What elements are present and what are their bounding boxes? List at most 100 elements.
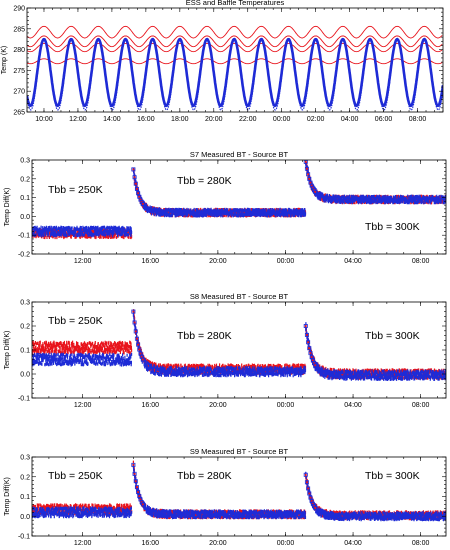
x-tick-label: 12:00 [74, 402, 92, 409]
y-tick-label: 275 [13, 68, 25, 75]
y-axis-label: Temp Diff(K) [4, 331, 11, 370]
x-tick-label: 10:00 [35, 116, 53, 123]
spike-marker [304, 332, 309, 337]
spike-marker-red [138, 195, 141, 198]
spike-marker [313, 189, 318, 194]
spike-marker [309, 183, 314, 188]
series-markers-4 [27, 37, 443, 108]
spike-marker-red [304, 325, 307, 327]
spike-marker-red [137, 192, 140, 195]
spike-marker [307, 346, 312, 351]
spike-marker [131, 462, 136, 467]
y-tick-label: 285 [13, 26, 25, 33]
panel-4: S9 Measured BT - Source BT Temp Diff(K) Tb… [4, 447, 447, 547]
annotation-tbb: Tbb = 250K [48, 470, 103, 482]
y-tick-label: -0.1 [18, 534, 30, 541]
spike-marker [134, 485, 139, 490]
y-tick-label: 0.1 [20, 348, 30, 355]
spike-marker-red [136, 188, 138, 190]
y-tick-label: -0.1 [18, 396, 30, 403]
spike-marker [140, 357, 145, 362]
x-tick-label: 08:00 [409, 116, 427, 123]
x-tick-label: 04:00 [344, 540, 362, 547]
spike-marker-red [306, 481, 308, 484]
x-tick-label: 08:00 [412, 540, 430, 547]
x-tick-label: 08:00 [412, 258, 430, 265]
x-tick-label: 06:00 [375, 116, 393, 123]
x-tick-label: 00:00 [277, 540, 295, 547]
spike-marker [310, 501, 315, 506]
panel-3: S8 Measured BT - Source BT Temp Diff(K) Tb… [4, 292, 447, 409]
plot-frame [31, 159, 447, 255]
spike-marker [138, 197, 143, 202]
spike-marker-red [314, 506, 317, 509]
x-tick-label: 20:00 [205, 116, 223, 123]
spike-marker [306, 340, 311, 345]
spike-marker-red [136, 337, 138, 340]
y-tick-label: 0.2 [20, 474, 30, 481]
spike-marker-red [304, 160, 307, 163]
spike-marker-red [306, 334, 308, 336]
y-axis-label: Temp Diff(K) [4, 477, 11, 516]
x-tick-label: 14:00 [103, 116, 121, 123]
spike-marker [133, 329, 138, 334]
spike-marker-red [308, 177, 311, 180]
spike-marker [132, 175, 137, 180]
spike-marker [307, 176, 312, 181]
spike-marker [307, 491, 312, 496]
spike-marker-red [137, 343, 140, 346]
spike-marker [139, 354, 144, 359]
spike-marker [306, 172, 311, 177]
x-tick-label: 08:00 [412, 402, 430, 409]
y-tick-label: -0.1 [18, 233, 30, 240]
annotation-tbb: Tbb = 280K [177, 470, 232, 482]
spike-marker-red [133, 321, 136, 324]
spike-marker [140, 502, 145, 507]
x-tick-label: 04:00 [344, 258, 362, 265]
spike-marker [139, 500, 144, 505]
plot-frame [26, 7, 444, 113]
plot-area [32, 460, 446, 522]
spike-marker [134, 186, 139, 191]
spike-marker-red [311, 359, 314, 362]
spike-marker-red [134, 182, 137, 185]
annotation-tbb: Tbb = 250K [48, 184, 103, 196]
spike-marker-red [139, 352, 142, 355]
y-tick-label: 0.3 [20, 158, 30, 165]
panel-1: ESS and Baffle Temperatures Temp (K) 265 27… [1, 0, 444, 123]
spike-marker-red [140, 501, 143, 503]
y-axis-label: Temp (K) [1, 46, 8, 74]
annotation-tbb: Tbb = 300K [365, 221, 420, 233]
spike-marker-red [141, 358, 144, 361]
spike-marker-red [309, 352, 312, 354]
x-tick-label: 16:00 [142, 258, 160, 265]
annotation-tbb: Tbb = 300K [365, 330, 420, 342]
spike-marker-red [138, 495, 141, 498]
spike-marker-red [310, 356, 313, 359]
y-tick-label: 0.2 [20, 324, 30, 331]
spike-marker-red [134, 330, 137, 333]
x-tick-label: 12:00 [69, 116, 87, 123]
y-tick-label: 0.0 [20, 214, 30, 221]
spike-marker [312, 361, 317, 366]
x-tick-label: 02:00 [307, 116, 325, 123]
x-tick-label: 04:00 [344, 402, 362, 409]
spike-marker-red [309, 496, 312, 499]
y-tick-label: 270 [13, 89, 25, 96]
x-tick-label: 00:00 [277, 258, 295, 265]
spike-marker-red [138, 348, 141, 351]
spike-marker-red [313, 362, 315, 364]
spike-marker [303, 472, 308, 477]
spike-marker [310, 186, 315, 191]
spike-marker [134, 336, 139, 341]
annotation-tbb: Tbb = 280K [177, 175, 232, 187]
spike-marker [309, 498, 314, 503]
spike-marker-red [141, 503, 144, 506]
spike-marker-red [311, 187, 314, 190]
spike-marker [132, 471, 137, 476]
y-tick-label: 0.3 [20, 300, 30, 307]
spike-marker [140, 201, 145, 206]
series-line-0 [27, 25, 443, 39]
x-tick-label: 00:00 [277, 402, 295, 409]
spike-marker [306, 486, 311, 491]
